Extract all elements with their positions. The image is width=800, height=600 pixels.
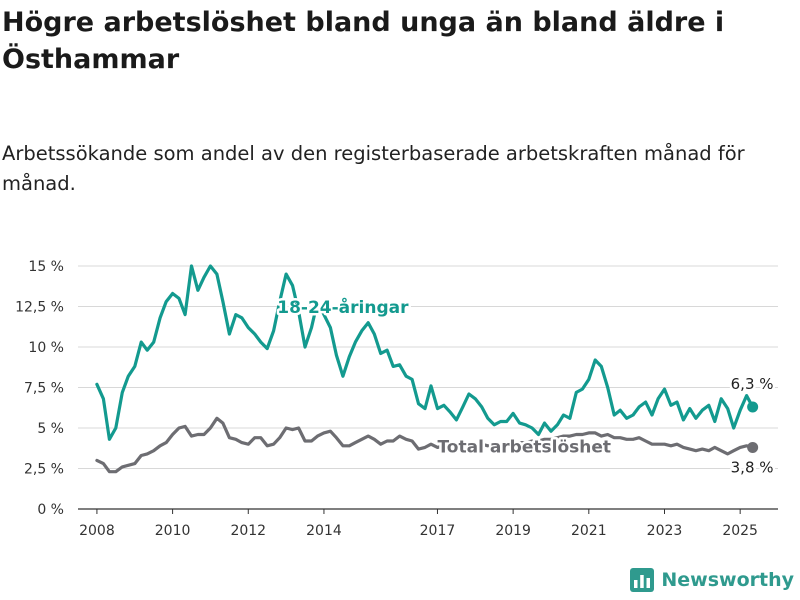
x-tick-labels: 2008 2010 2012 2014 2017 2019 2021 2023 2025 [79,509,758,539]
x-tick-label: 2010 [155,523,191,539]
x-tick-label: 2021 [571,523,607,539]
end-marker-youth [747,401,759,413]
y-tick-label: 7,5 % [24,381,64,397]
x-tick-label: 2012 [230,523,266,539]
y-tick-labels: 0 % 2,5 % 5 % 7,5 % 10 % 12,5 % 15 % [15,259,64,518]
end-value-label-total: 3,8 % [731,458,774,476]
y-tick-label: 15 % [28,259,64,275]
grid-lines [78,265,778,469]
newsworthy-logo: Newsworthy [630,568,794,592]
series-label-total: Total arbetslöshet [437,437,611,457]
x-tick-label: 2008 [79,523,115,539]
x-tick-label: 2023 [647,523,683,539]
y-tick-label: 0 % [37,502,64,518]
chart-title: Högre arbetslöshet bland unga än bland ä… [2,7,725,75]
x-tick-label: 2014 [306,523,342,539]
chart-subtitle: Arbetssökande som andel av den registerb… [2,142,745,195]
brand-name: Newsworthy [661,569,794,591]
bar-chart-logo-icon [630,568,655,592]
x-tick-label: 2019 [495,523,531,539]
x-tick-label: 2025 [722,523,758,539]
series-line-total [95,416,755,474]
end-marker-total [747,441,759,453]
y-tick-label: 12,5 % [15,300,64,316]
y-tick-label: 5 % [37,421,64,437]
series-lines [95,264,759,474]
x-tick-label: 2017 [420,523,456,539]
end-value-label-youth: 6,3 % [731,375,774,393]
y-tick-label: 2,5 % [24,462,64,478]
series-line-youth [95,264,755,441]
y-tick-label: 10 % [28,340,64,356]
series-label-youth: 18-24-åringar [277,296,409,318]
series-labels: 18-24-åringar Total arbetslöshet 6,3 % 3… [275,293,776,478]
